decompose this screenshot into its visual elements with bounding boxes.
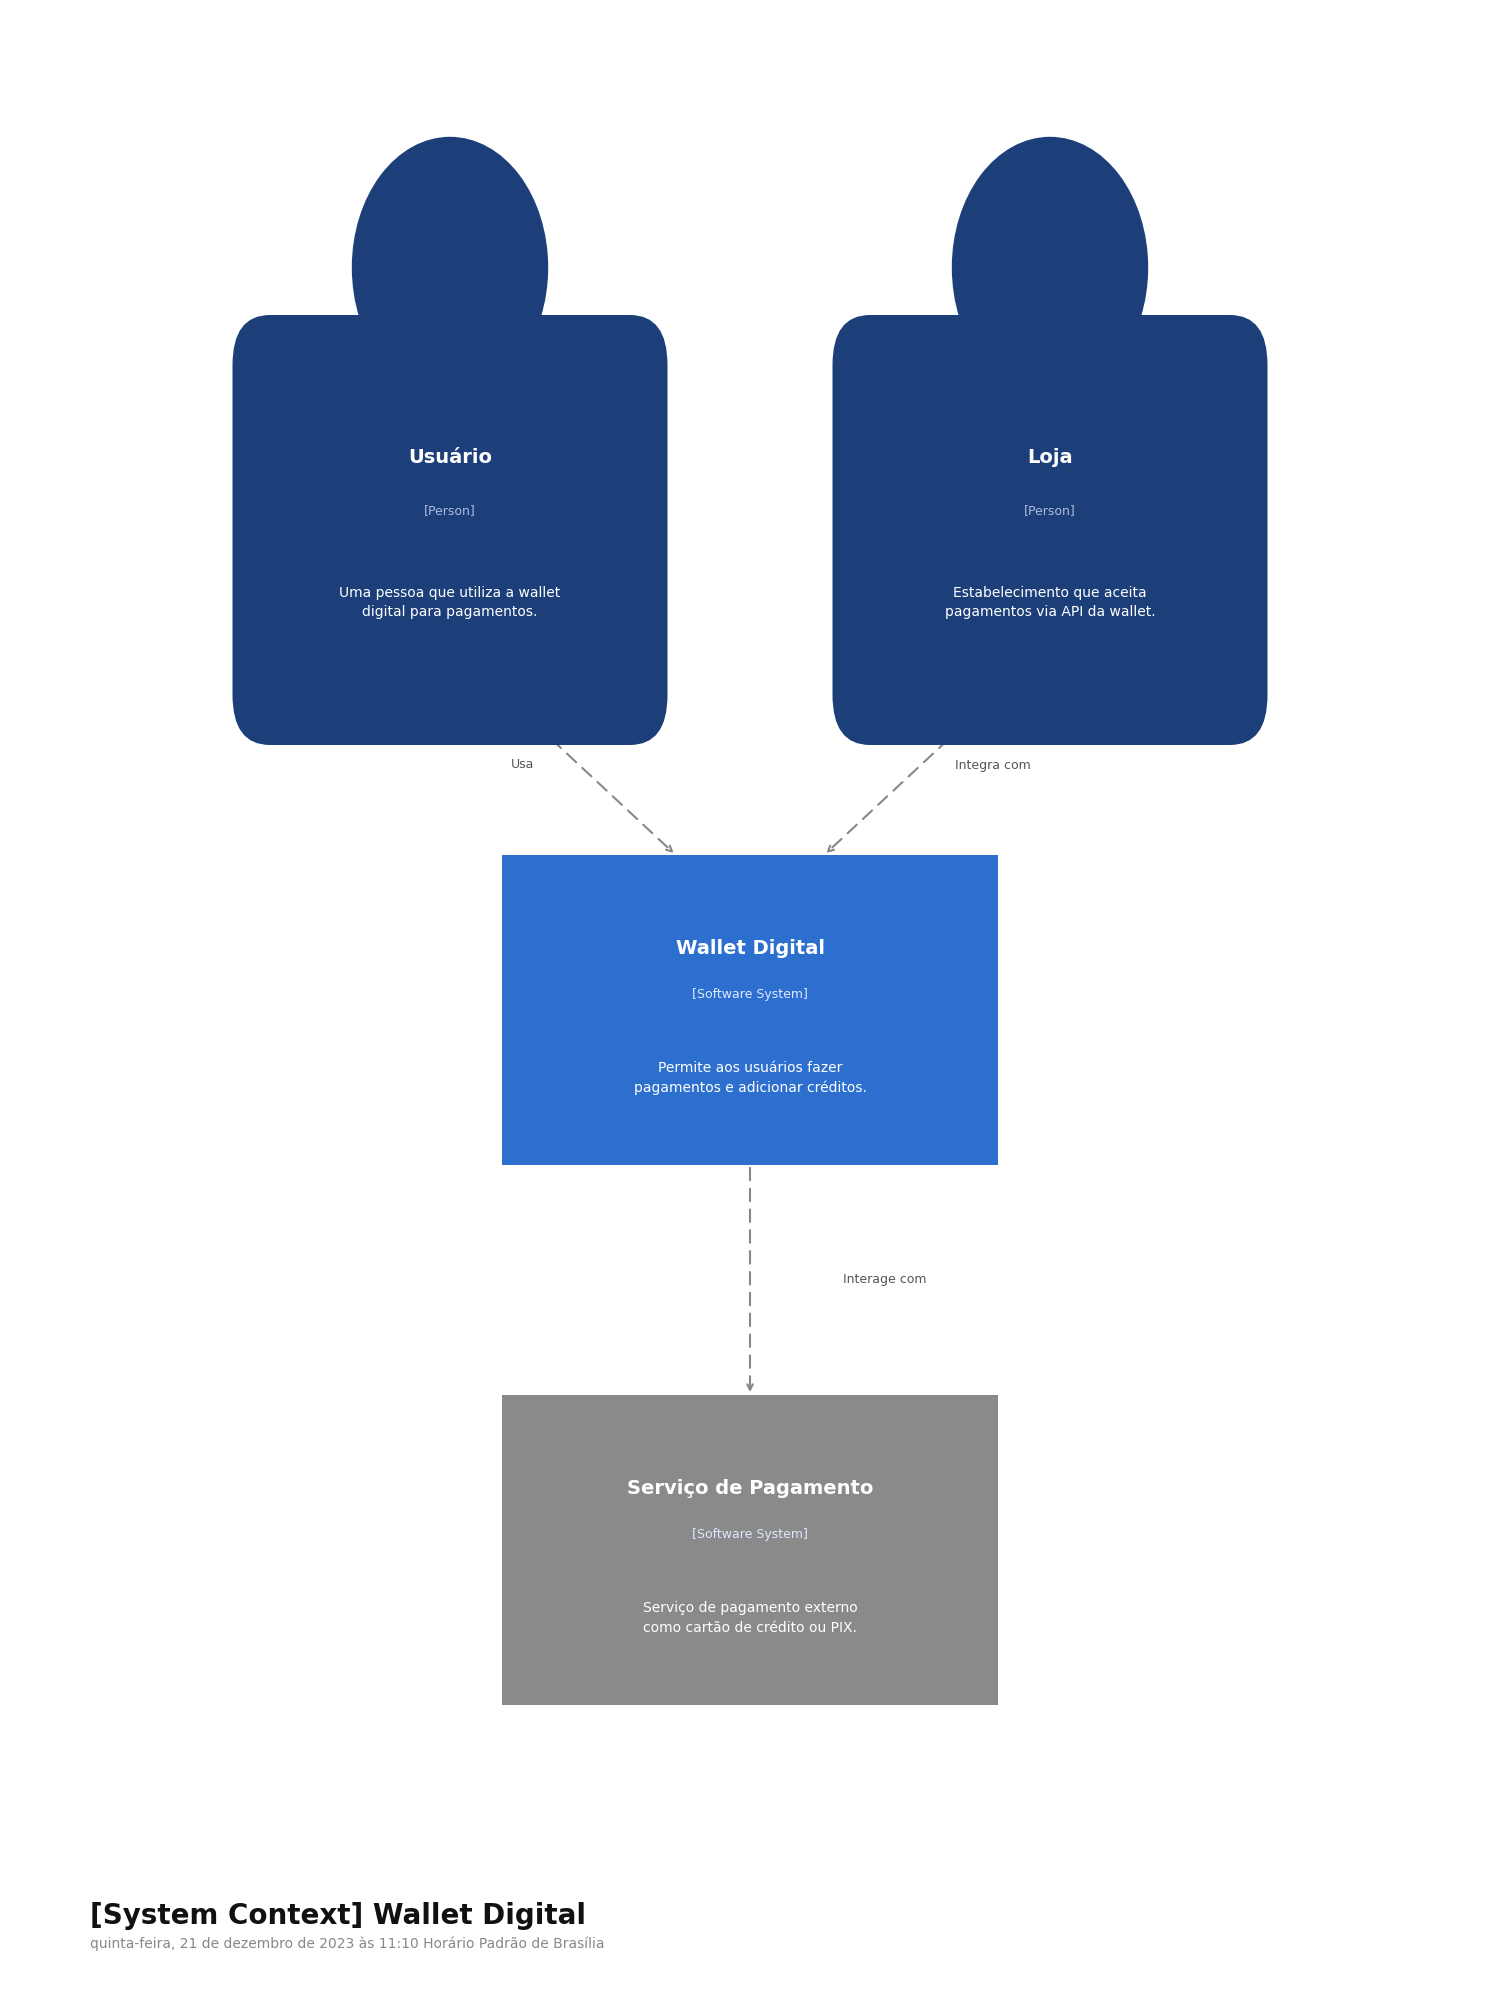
Text: Serviço de Pagamento: Serviço de Pagamento xyxy=(627,1478,873,1498)
Text: Permite aos usuários fazer
pagamentos e adicionar créditos.: Permite aos usuários fazer pagamentos e … xyxy=(633,1062,867,1096)
Text: Wallet Digital: Wallet Digital xyxy=(675,938,825,958)
Circle shape xyxy=(952,138,1148,398)
FancyBboxPatch shape xyxy=(232,314,668,744)
Bar xyxy=(503,856,998,1164)
Text: [Person]: [Person] xyxy=(424,504,476,516)
Text: Estabelecimento que aceita
pagamentos via API da wallet.: Estabelecimento que aceita pagamentos vi… xyxy=(945,586,1155,620)
FancyBboxPatch shape xyxy=(833,314,1268,744)
Text: quinta-feira, 21 de dezembro de 2023 às 11:10 Horário Padrão de Brasília: quinta-feira, 21 de dezembro de 2023 às … xyxy=(90,1936,604,1952)
Text: Serviço de pagamento externo
como cartão de crédito ou PIX.: Serviço de pagamento externo como cartão… xyxy=(642,1602,858,1634)
Text: [Software System]: [Software System] xyxy=(692,988,808,1000)
Text: Interage com: Interage com xyxy=(843,1274,927,1286)
Text: Uma pessoa que utiliza a wallet
digital para pagamentos.: Uma pessoa que utiliza a wallet digital … xyxy=(339,586,561,620)
Text: [System Context] Wallet Digital: [System Context] Wallet Digital xyxy=(90,1902,586,1930)
Bar xyxy=(503,1396,998,1704)
Text: Usa: Usa xyxy=(510,758,534,772)
Text: [Software System]: [Software System] xyxy=(692,1528,808,1540)
Text: Integra com: Integra com xyxy=(954,758,1030,772)
Text: Loja: Loja xyxy=(1028,448,1072,466)
Text: [Person]: [Person] xyxy=(1024,504,1075,516)
Circle shape xyxy=(352,138,548,398)
Text: Usuário: Usuário xyxy=(408,448,492,466)
